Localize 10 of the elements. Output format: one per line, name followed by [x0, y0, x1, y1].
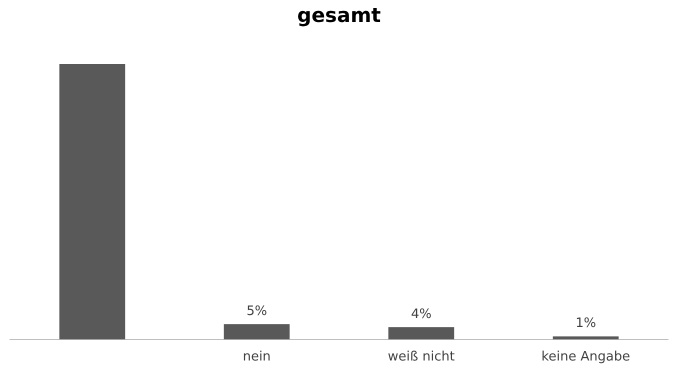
data-label: 1% — [575, 316, 596, 332]
data-label: 4% — [410, 307, 432, 322]
x-tick-label: keine Angabe — [541, 350, 630, 365]
chart-title: gesamt — [296, 2, 382, 29]
x-tick-label: nein — [242, 350, 271, 365]
x-tick-label: weiß nicht — [388, 350, 455, 365]
data-label: 5% — [246, 304, 268, 319]
bar — [59, 64, 126, 340]
bar — [388, 327, 454, 340]
bar — [224, 324, 290, 340]
